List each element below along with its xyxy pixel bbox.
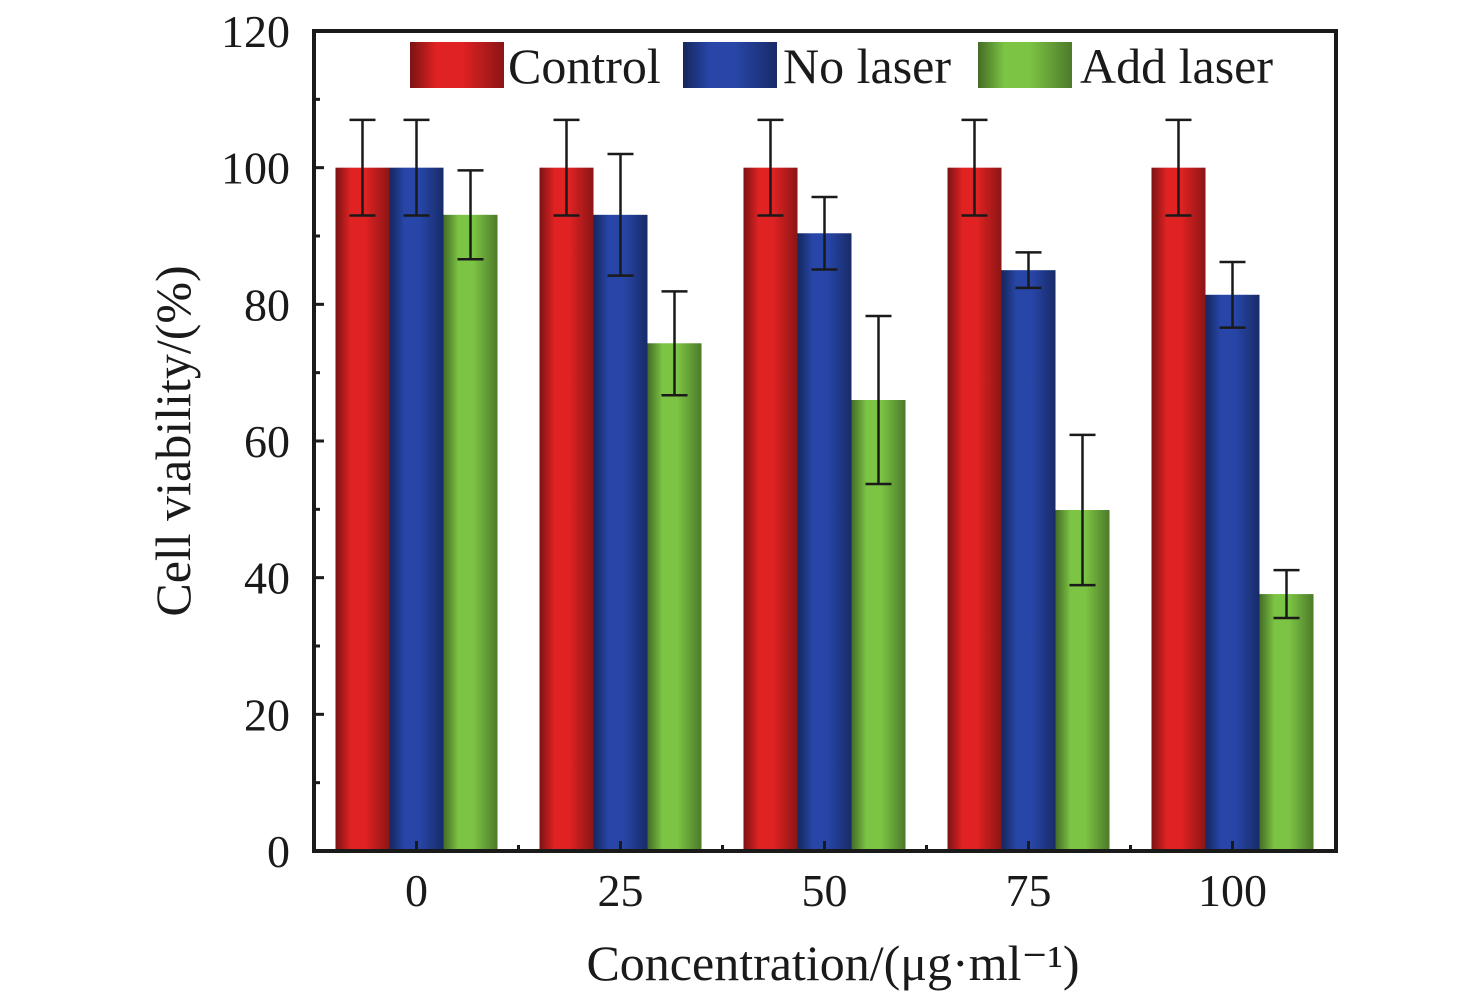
y-axis: 0 20 40 60 80 100 120 [221,6,324,877]
bar-add-laser-100 [1259,594,1314,851]
error-bar-control-50 [757,118,784,217]
error-bar-add-laser-50 [865,314,892,486]
bar-control-25 [539,167,594,851]
y-tick-label-40: 40 [244,553,290,604]
x-axis: 0 25 50 75 100 [405,841,1267,916]
error-bar-add-laser-25 [661,290,688,397]
error-bar-control-75 [961,118,988,217]
legend-label-no-laser: No laser [783,38,951,94]
bar-no-laser-75 [1001,270,1056,852]
legend-label-control: Control [508,38,661,94]
x-axis-title: Concentration/(μg·ml⁻¹) [586,935,1079,991]
error-bar-add-laser-100 [1273,568,1300,620]
bar-no-laser-0 [389,167,444,851]
bars-layer [335,167,1314,852]
legend: Control No laser Add laser [410,38,1273,94]
x-tick-label-25: 25 [598,865,644,916]
y-tick-label-120: 120 [221,6,290,57]
y-tick-label-60: 60 [244,416,290,467]
y-tick-label-0: 0 [267,826,290,877]
bar-no-laser-100 [1205,294,1260,851]
error-bar-no-laser-0 [403,118,430,217]
error-bar-no-laser-100 [1219,260,1246,329]
bar-add-laser-25 [647,343,702,851]
error-bar-no-laser-50 [811,195,838,271]
x-tick-label-100: 100 [1198,865,1267,916]
bar-control-50 [743,167,798,851]
error-bar-add-laser-75 [1069,433,1096,587]
error-bar-add-laser-0 [457,169,484,261]
y-tick-label-100: 100 [221,143,290,194]
legend-swatch-control [410,42,504,88]
y-tick-label-80: 80 [244,279,290,330]
bar-control-100 [1151,167,1206,851]
legend-label-add-laser: Add laser [1080,38,1273,94]
legend-swatch-add-laser [978,42,1072,88]
error-bar-control-0 [349,118,376,217]
bar-control-75 [947,167,1002,851]
x-tick-label-50: 50 [802,865,848,916]
bar-no-laser-50 [797,233,852,851]
error-bars-layer [349,118,1300,620]
y-tick-label-20: 20 [244,689,290,740]
error-bar-no-laser-25 [607,152,634,277]
bar-add-laser-0 [443,214,498,852]
error-bar-control-25 [553,118,580,217]
x-tick-label-0: 0 [405,865,428,916]
error-bar-control-100 [1165,118,1192,217]
bar-no-laser-25 [593,214,648,852]
bar-control-0 [335,167,390,851]
x-tick-label-75: 75 [1006,865,1052,916]
y-axis-title: Cell viability/(%) [145,265,201,616]
error-bar-no-laser-75 [1015,251,1042,290]
legend-swatch-no-laser [683,42,777,88]
